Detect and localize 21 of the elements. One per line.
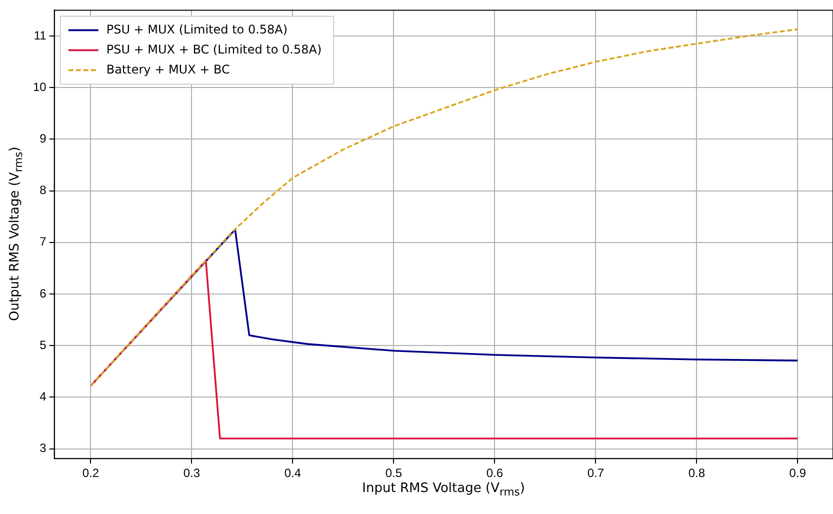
y-tick-label: 11 [34,28,47,42]
x-axis-title: Input RMS Voltage (V$_{rms}$) [362,480,525,498]
y-tick-label: 9 [40,132,47,146]
y-tick-label: 3 [40,441,47,456]
x-tick-label: 0.5 [385,466,402,480]
y-tick-label: 5 [40,338,47,352]
x-tick-label: 0.2 [82,466,100,480]
y-tick-label: 4 [40,390,47,404]
y-tick-label: 8 [40,183,47,198]
legend-label: PSU + MUX (Limited to 0.58A) [106,22,288,36]
y-tick-label: 6 [40,286,47,300]
y-tick-label: 10 [32,80,47,94]
x-tick-label: 0.7 [587,466,604,480]
legend-label: Battery + MUX + BC [106,62,230,76]
x-tick-label: 0.4 [284,466,302,480]
x-tick-label: 0.8 [688,466,706,480]
x-tick-label: 0.6 [486,466,504,480]
x-tick-label: 0.9 [789,466,806,480]
x-tick-label: 0.3 [183,466,200,480]
y-tick-label: 7 [40,234,47,249]
legend-label: PSU + MUX + BC (Limited to 0.58A) [106,42,322,56]
